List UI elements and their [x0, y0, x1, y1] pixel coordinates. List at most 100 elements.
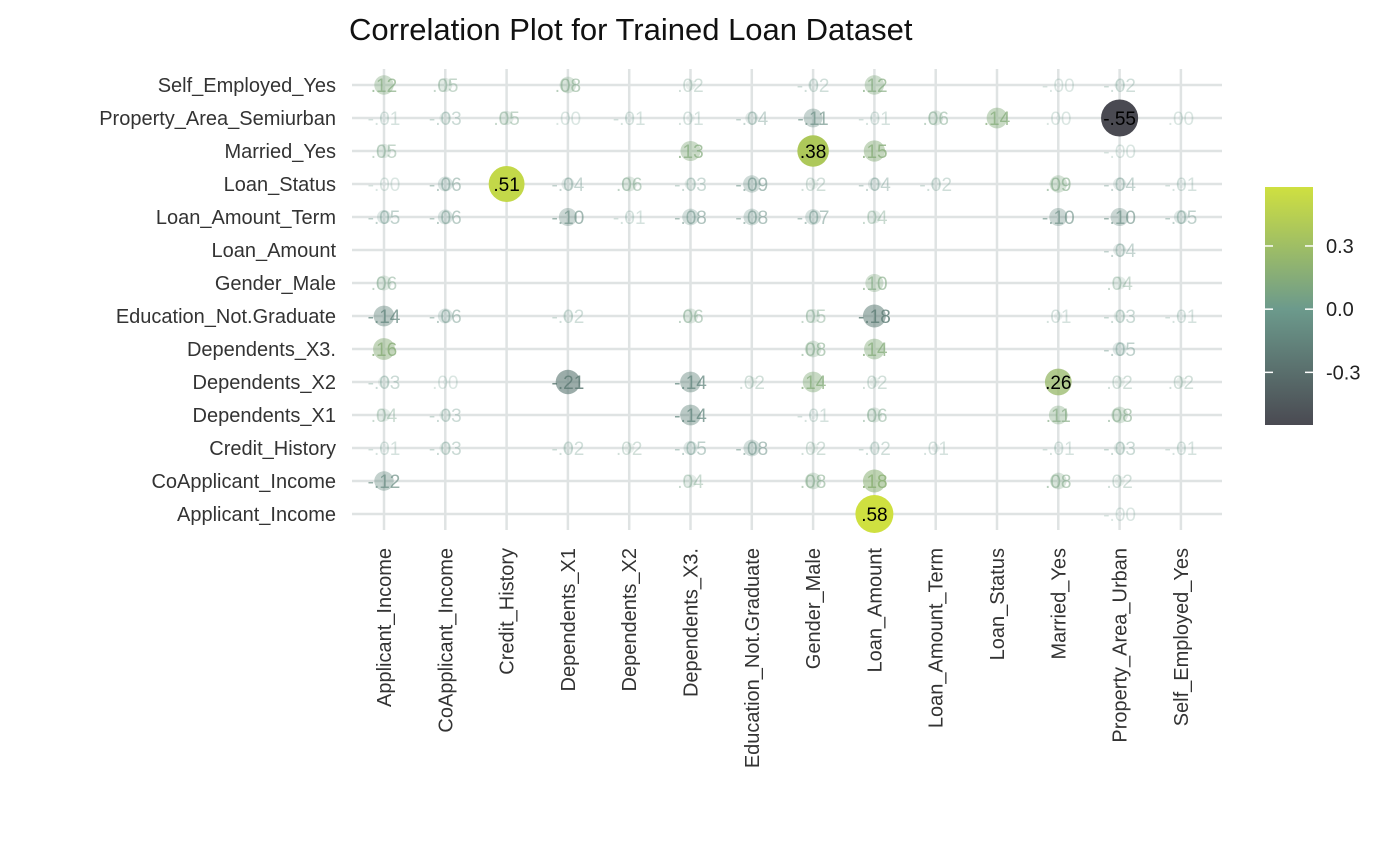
correlation-value-label: -.01	[1165, 307, 1198, 328]
correlation-point: .58	[855, 495, 893, 533]
x-tick-label: Dependents_X1	[558, 548, 580, 691]
correlation-value-label: .02	[1106, 373, 1132, 394]
correlation-value-label: -.07	[797, 208, 830, 229]
correlation-value-label: -.01	[858, 109, 891, 130]
correlation-value-label: .02	[861, 373, 887, 394]
correlation-value-label: .58	[861, 505, 887, 526]
correlation-point: .06	[861, 406, 887, 427]
correlation-value-label: .10	[861, 274, 887, 295]
correlation-point: -.01	[1165, 175, 1198, 196]
correlation-value-label: .51	[493, 175, 519, 196]
correlation-value-label: .00	[1045, 109, 1071, 130]
y-tick-label: Applicant_Income	[177, 504, 336, 526]
x-tick-label: Gender_Male	[803, 548, 825, 669]
correlation-value-label: .14	[984, 109, 1011, 130]
y-tick-label: Dependents_X3.	[187, 339, 336, 361]
correlation-value-label: .18	[861, 472, 887, 493]
correlation-point: .00	[1168, 109, 1194, 130]
correlation-point: -.04	[735, 109, 768, 130]
y-tick-label: Dependents_X1	[193, 405, 336, 427]
correlation-value-label: .08	[800, 340, 826, 361]
correlation-point: .05	[800, 307, 826, 328]
color-legend-label: 0.0	[1326, 299, 1354, 321]
y-tick-label: Loan_Status	[224, 174, 336, 196]
correlation-point: .02	[800, 175, 826, 196]
correlation-point: -.05	[1103, 340, 1136, 361]
correlation-value-label: -.03	[429, 439, 462, 460]
correlation-point: -.01	[613, 109, 646, 130]
correlation-value-label: -.08	[735, 439, 768, 460]
correlation-value-label: -.06	[429, 175, 462, 196]
correlation-value-label: -.01	[1042, 439, 1075, 460]
correlation-point: -.03	[368, 373, 401, 394]
correlation-point: .01	[1045, 307, 1071, 328]
correlation-point: -.03	[674, 175, 707, 196]
correlation-point: .06	[677, 307, 703, 328]
correlation-value-label: -.01	[797, 406, 830, 427]
correlation-point: .08	[800, 340, 826, 361]
correlation-value-label: -.05	[368, 208, 401, 229]
correlation-point: .02	[1168, 373, 1194, 394]
correlation-point: .15	[861, 140, 887, 163]
correlation-point: .14	[984, 108, 1011, 130]
correlation-value-label: .02	[800, 439, 826, 460]
correlation-value-label: -.01	[613, 208, 646, 229]
correlation-point: .08	[800, 472, 826, 493]
y-tick-label: Credit_History	[209, 438, 336, 460]
correlation-value-label: -.02	[1103, 76, 1136, 97]
correlation-point: .08	[1106, 406, 1132, 427]
correlation-point: .04	[861, 208, 888, 229]
correlation-value-label: .04	[677, 472, 704, 493]
correlation-point: -.06	[429, 175, 462, 196]
correlation-point: .38	[797, 135, 829, 167]
correlation-value-label: .14	[861, 340, 888, 361]
correlation-value-label: .05	[800, 307, 826, 328]
correlation-point: .00	[1045, 109, 1071, 130]
correlation-value-label: -.08	[674, 208, 707, 229]
correlation-value-label: .12	[861, 76, 887, 97]
y-tick-label: Loan_Amount	[211, 240, 336, 262]
correlation-point: .01	[922, 439, 948, 460]
x-tick-label: Property_Area_Urban	[1110, 548, 1132, 743]
correlation-point: .04	[371, 406, 398, 427]
correlation-point: .12	[861, 75, 887, 97]
x-tick-label: Dependents_X2	[619, 548, 641, 691]
correlation-value-label: .01	[922, 439, 948, 460]
correlation-value-label: .00	[555, 109, 581, 130]
color-legend-bar	[1265, 187, 1313, 425]
correlation-value-label: .06	[371, 274, 397, 295]
correlation-value-label: -.04	[858, 175, 891, 196]
correlation-point: .14	[861, 339, 888, 361]
correlation-point: .00	[432, 373, 458, 394]
correlation-point: .08	[1045, 472, 1071, 493]
correlation-point: .06	[616, 175, 642, 196]
correlation-point: -.01	[613, 208, 646, 229]
correlation-value-label: .01	[677, 109, 703, 130]
correlation-point: -.05	[1165, 208, 1198, 229]
correlation-value-label: -.05	[1165, 208, 1198, 229]
correlation-value-label: -.06	[429, 307, 462, 328]
correlation-value-label: -.00	[1103, 505, 1136, 526]
correlation-value-label: -.18	[858, 307, 891, 328]
x-tick-label: Applicant_Income	[374, 548, 396, 707]
y-tick-label: Dependents_X2	[193, 372, 336, 394]
correlation-point: -.14	[368, 306, 401, 328]
correlation-point: -.08	[674, 208, 707, 229]
correlation-point: -.01	[1042, 439, 1075, 460]
correlation-point: -.03	[429, 109, 462, 130]
correlation-point: .51	[489, 166, 525, 202]
correlation-value-label: .14	[800, 373, 827, 394]
correlation-value-label: .16	[371, 340, 397, 361]
correlation-point: .02	[1106, 472, 1132, 493]
correlation-value-label: -.02	[919, 175, 952, 196]
correlation-point: -.03	[429, 406, 462, 427]
x-tick-label: CoApplicant_Income	[435, 548, 457, 733]
correlation-point: -.01	[1165, 439, 1198, 460]
correlation-value-label: -.10	[1103, 208, 1136, 229]
x-axis-labels: Applicant_Income CoApplicant_Income Credit…	[374, 548, 1193, 769]
correlation-point: .13	[677, 141, 703, 163]
correlation-point: -.00	[1103, 142, 1136, 163]
correlation-value-label: .06	[922, 109, 948, 130]
correlation-value-label: -.14	[674, 373, 707, 394]
